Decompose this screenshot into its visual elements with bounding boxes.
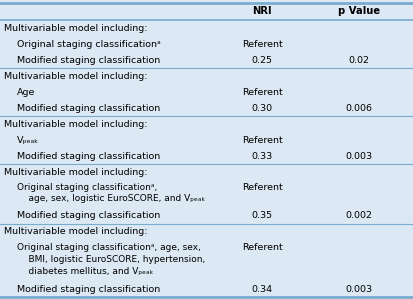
Bar (0, 148, 413, 164)
Bar (0, 116, 413, 132)
Text: Modified staging classification: Modified staging classification (17, 285, 160, 294)
Text: Multivariable model including:: Multivariable model including: (4, 168, 147, 177)
Text: Age: Age (17, 88, 35, 97)
Text: Multivariable model including:: Multivariable model including: (4, 24, 147, 33)
Text: 0.25: 0.25 (252, 56, 273, 65)
Text: Multivariable model including:: Multivariable model including: (4, 228, 147, 237)
Bar (0, 3, 413, 20)
Text: Vₚₑₐₖ: Vₚₑₐₖ (17, 136, 39, 145)
Text: 0.02: 0.02 (349, 56, 370, 65)
Text: Referent: Referent (242, 88, 282, 97)
Text: 0.33: 0.33 (252, 152, 273, 161)
Text: Modified staging classification: Modified staging classification (17, 56, 160, 65)
Text: Original staging classificationᵃ: Original staging classificationᵃ (17, 39, 160, 49)
Text: Modified staging classification: Modified staging classification (17, 152, 160, 161)
Text: Modified staging classification: Modified staging classification (17, 211, 160, 220)
Text: p Value: p Value (338, 7, 380, 16)
Bar (0, 164, 413, 180)
Bar (0, 100, 413, 116)
Text: 0.30: 0.30 (252, 104, 273, 113)
Bar (0, 208, 413, 224)
Text: 0.35: 0.35 (252, 211, 273, 220)
Text: Referent: Referent (242, 136, 282, 145)
Bar (0, 36, 413, 52)
Text: Multivariable model including:: Multivariable model including: (4, 72, 147, 81)
Text: 0.003: 0.003 (346, 152, 373, 161)
Bar (0, 84, 413, 100)
Bar (0, 52, 413, 68)
Text: Modified staging classification: Modified staging classification (17, 104, 160, 113)
Text: 0.003: 0.003 (346, 285, 373, 294)
Text: Original staging classificationᵃ, age, sex,
    BMI, logistic EuroSCORE, hyperte: Original staging classificationᵃ, age, s… (17, 243, 205, 276)
Bar (0, 224, 413, 240)
Text: Referent: Referent (242, 183, 282, 192)
Bar (0, 20, 413, 36)
Text: 0.002: 0.002 (346, 211, 373, 220)
Text: 0.34: 0.34 (252, 285, 273, 294)
Bar (0, 240, 413, 281)
Text: Original staging classificationᵃ,
    age, sex, logistic EuroSCORE, and Vₚₑₐₖ: Original staging classificationᵃ, age, s… (17, 183, 205, 203)
Text: 0.006: 0.006 (346, 104, 373, 113)
Bar (0, 68, 413, 84)
Bar (0, 281, 413, 297)
Text: Multivariable model including:: Multivariable model including: (4, 120, 147, 129)
Text: Referent: Referent (242, 39, 282, 49)
Bar (0, 132, 413, 148)
Bar (0, 180, 413, 208)
Text: Referent: Referent (242, 243, 282, 252)
Text: NRI: NRI (252, 7, 272, 16)
